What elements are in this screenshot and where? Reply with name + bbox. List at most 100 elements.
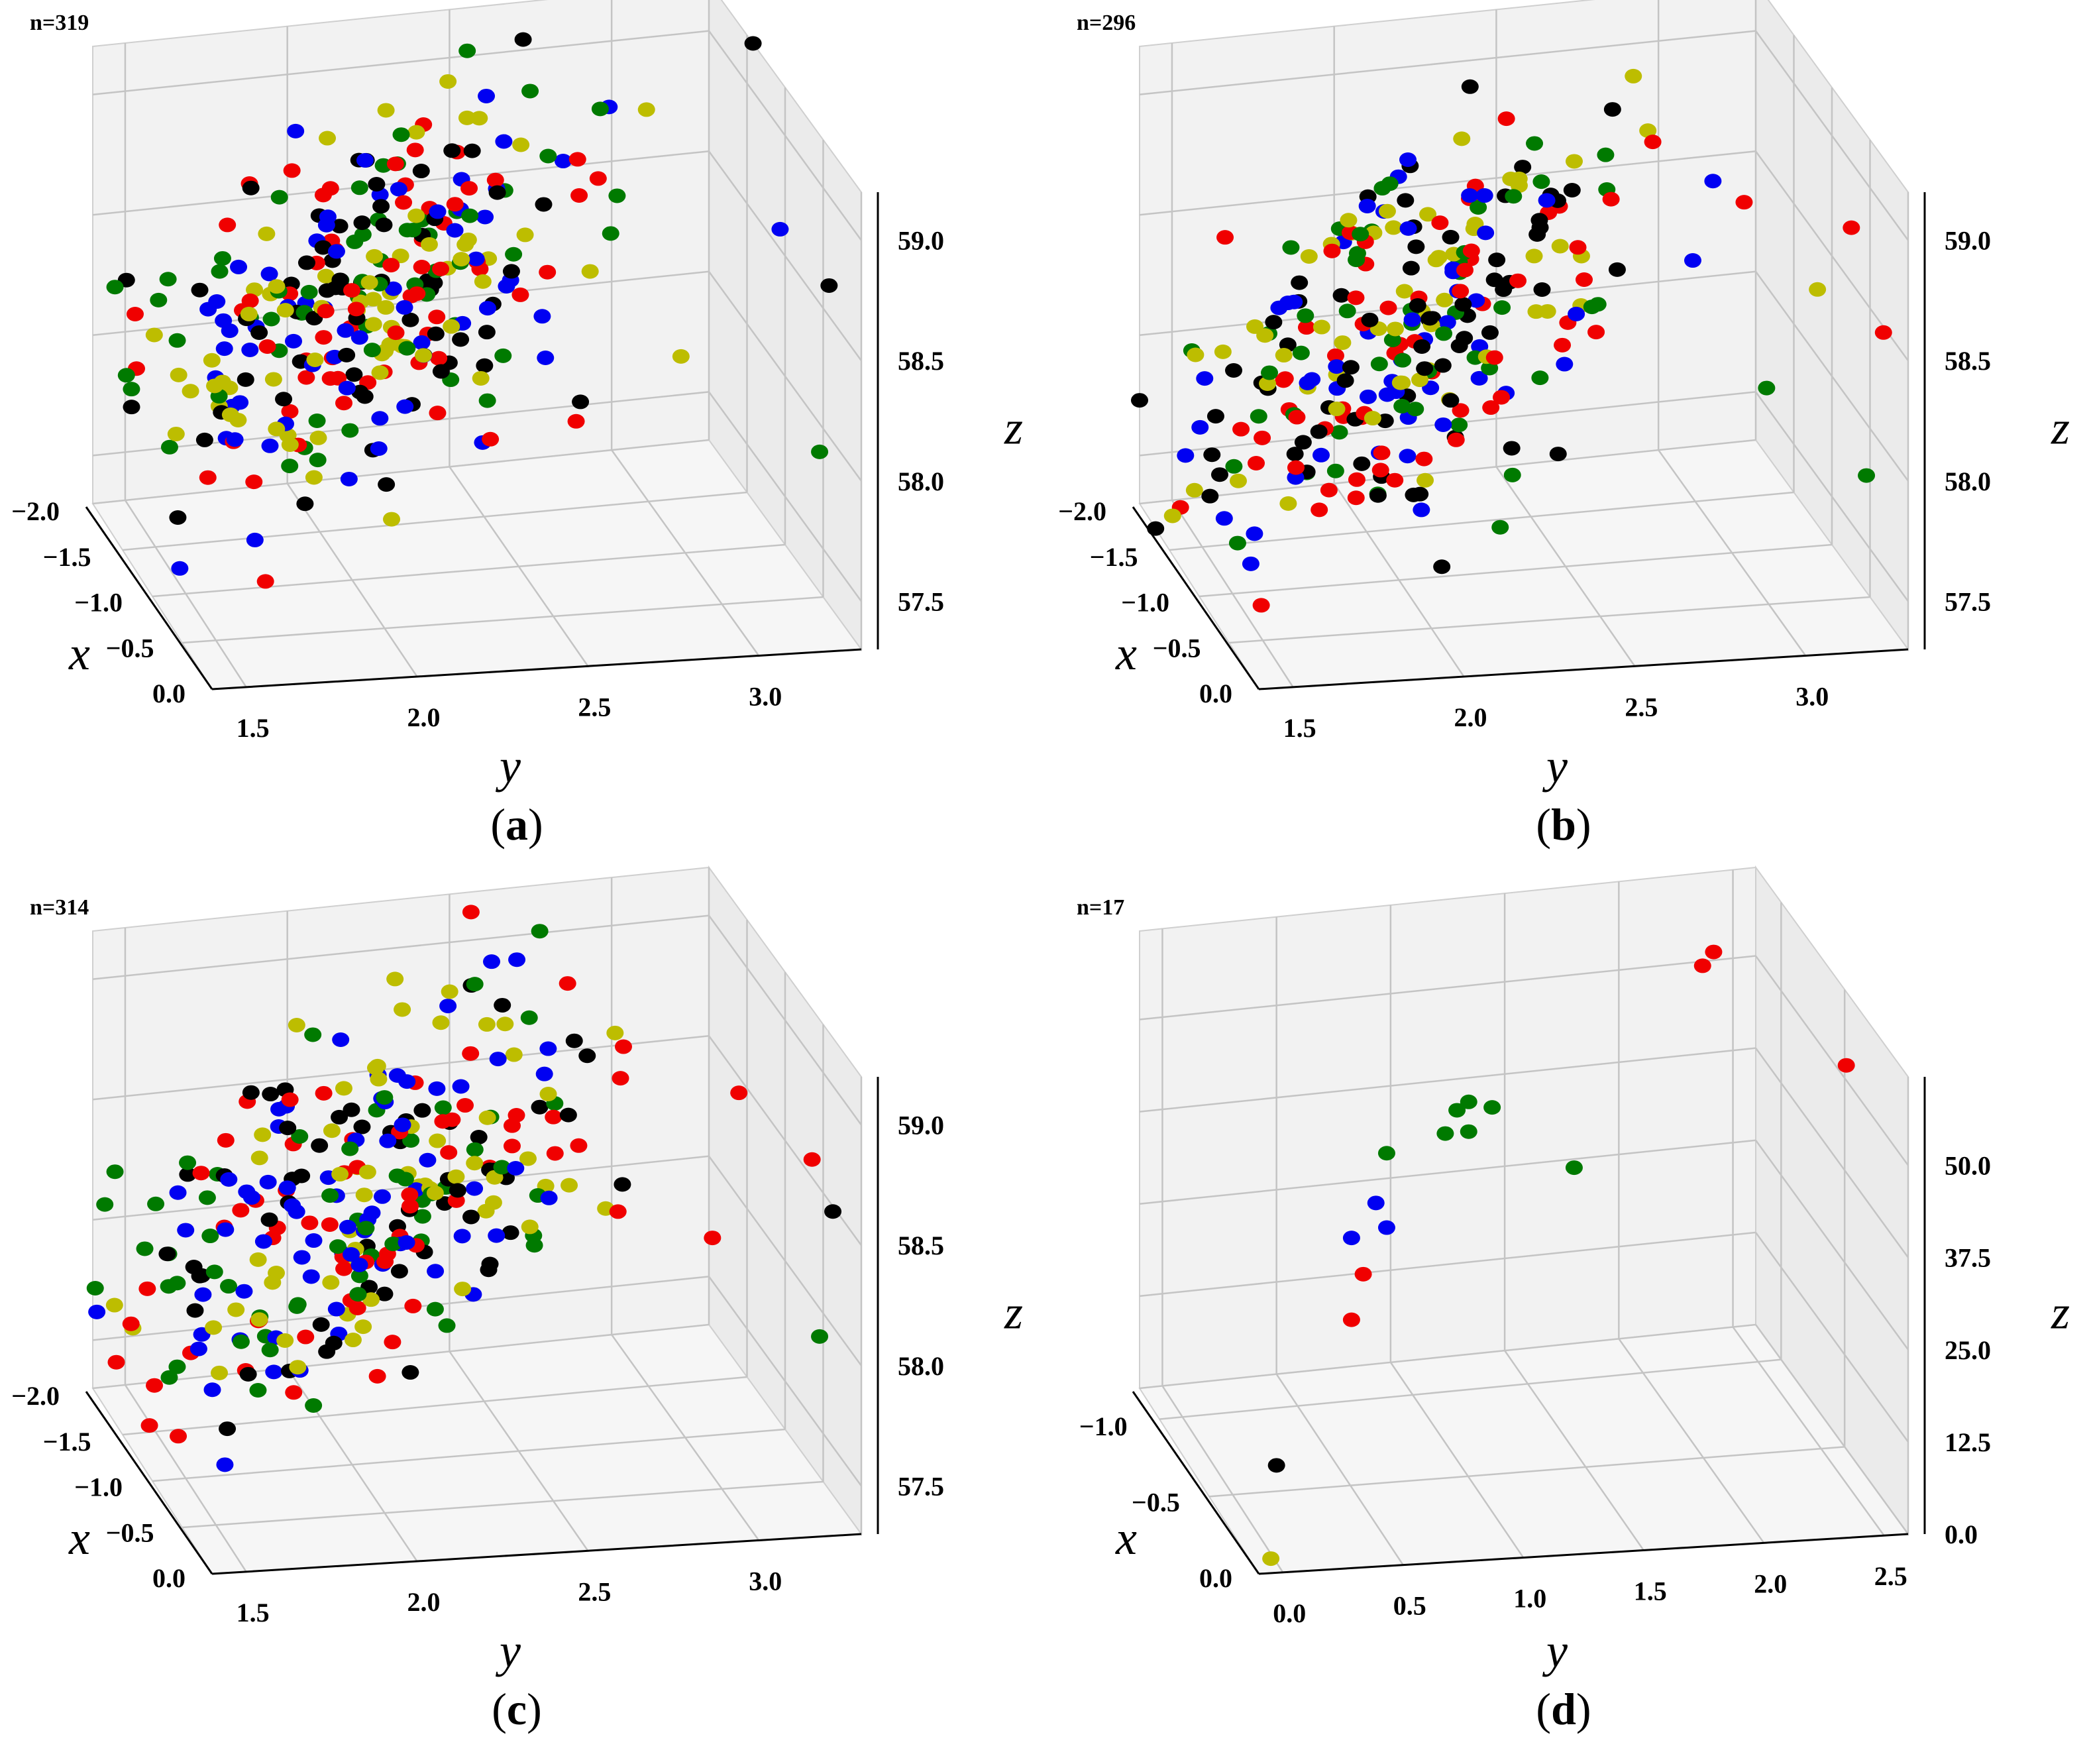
x-tick-label: −0.5 (1132, 1487, 1180, 1517)
data-point (483, 954, 501, 969)
data-point (1693, 958, 1711, 973)
data-point (354, 1319, 372, 1335)
data-point (337, 323, 354, 338)
data-point (434, 1100, 452, 1115)
data-point (1497, 111, 1515, 127)
grid-line (708, 30, 863, 241)
data-point (1554, 337, 1572, 353)
data-point (239, 1366, 257, 1382)
data-point (1488, 252, 1506, 268)
data-point (460, 181, 478, 196)
y-tick-label: 3.0 (1795, 681, 1829, 711)
data-point (567, 413, 585, 429)
data-point (356, 389, 374, 404)
data-point (259, 1174, 277, 1189)
grid-line (92, 1155, 710, 1221)
data-point (1407, 402, 1424, 417)
data-point (246, 532, 264, 547)
data-point (340, 471, 358, 486)
data-point (1502, 172, 1520, 187)
data-point (413, 335, 431, 350)
data-point (158, 1246, 176, 1262)
grid-line (152, 543, 786, 598)
data-point (350, 1257, 368, 1272)
data-point (276, 1333, 294, 1348)
data-point (570, 1138, 588, 1153)
caption-c: (c) (492, 1684, 542, 1734)
data-point (169, 1185, 187, 1200)
scatter3d-plot-b: −2.0 −1.5 −1.0 −0.5 0.0 1.5 2.0 2.5 3.0 57.5 58.0 5… (1058, 0, 2070, 793)
data-point (335, 396, 353, 411)
data-point (1399, 449, 1417, 464)
data-point (1436, 292, 1454, 307)
data-point (287, 123, 305, 138)
data-point (1312, 447, 1330, 463)
data-point (1359, 389, 1377, 404)
grid-line (92, 30, 710, 95)
data-point (343, 283, 360, 298)
x-tick-label: −2.0 (11, 1381, 60, 1411)
z-axis-label: z (1004, 1286, 1023, 1339)
data-point (1370, 357, 1388, 372)
data-point (704, 1231, 722, 1246)
data-point (381, 337, 399, 352)
data-point (1434, 358, 1452, 373)
data-point (419, 1152, 437, 1168)
data-point (1413, 502, 1430, 518)
data-point (1352, 227, 1369, 242)
data-point (353, 1119, 371, 1134)
data-point (314, 240, 332, 255)
grid-line (708, 1276, 863, 1487)
data-point (1326, 463, 1344, 478)
data-point (1340, 213, 1358, 228)
data-point (1391, 375, 1409, 390)
caption-d: (d) (1536, 1684, 1591, 1734)
data-point (309, 430, 327, 445)
data-point (1470, 199, 1487, 215)
data-point (429, 204, 447, 219)
data-point (1383, 333, 1401, 348)
data-point (1347, 290, 1365, 305)
data-point (462, 1046, 480, 1061)
data-point (498, 278, 515, 294)
data-point (493, 1160, 511, 1175)
data-point (396, 1172, 414, 1187)
data-point (1565, 1160, 1583, 1176)
data-point (546, 1146, 564, 1161)
data-point (384, 1237, 402, 1252)
data-point (1354, 1266, 1372, 1282)
data-point (426, 1301, 444, 1317)
z-tick-label: 58.5 (1945, 346, 1991, 376)
grid-line (1754, 1047, 1909, 1258)
grid-line (1754, 1324, 1909, 1535)
data-point (338, 347, 356, 362)
data-point (1361, 312, 1379, 327)
data-point (1229, 473, 1247, 488)
data-point (377, 103, 395, 118)
data-point (454, 1282, 472, 1297)
data-point (1526, 136, 1544, 151)
data-point (353, 215, 371, 231)
data-point (331, 1109, 348, 1125)
data-point (398, 341, 416, 356)
data-point (480, 1262, 498, 1278)
x-tick-label: −0.5 (106, 633, 154, 663)
data-point (261, 438, 279, 453)
data-point (376, 1254, 394, 1269)
data-point (379, 1133, 397, 1148)
scatter3d-plot-a: −2.0 −1.5 −1.0 −0.5 0.0 1.5 2.0 2.5 3.0 57.5 58.0 5… (11, 0, 1023, 793)
data-point (1252, 598, 1270, 613)
data-point (1399, 221, 1417, 236)
data-point (1259, 376, 1277, 392)
data-point (398, 1074, 416, 1089)
data-point (88, 1304, 106, 1319)
data-point (476, 358, 494, 373)
data-point (276, 303, 294, 318)
y-tick-label: 1.5 (237, 1598, 270, 1627)
data-point (811, 1329, 829, 1344)
data-point (1452, 403, 1470, 418)
data-point (1456, 331, 1473, 346)
count-label: n=17 (1077, 895, 1124, 920)
data-point (150, 292, 168, 307)
data-point (138, 1281, 156, 1296)
